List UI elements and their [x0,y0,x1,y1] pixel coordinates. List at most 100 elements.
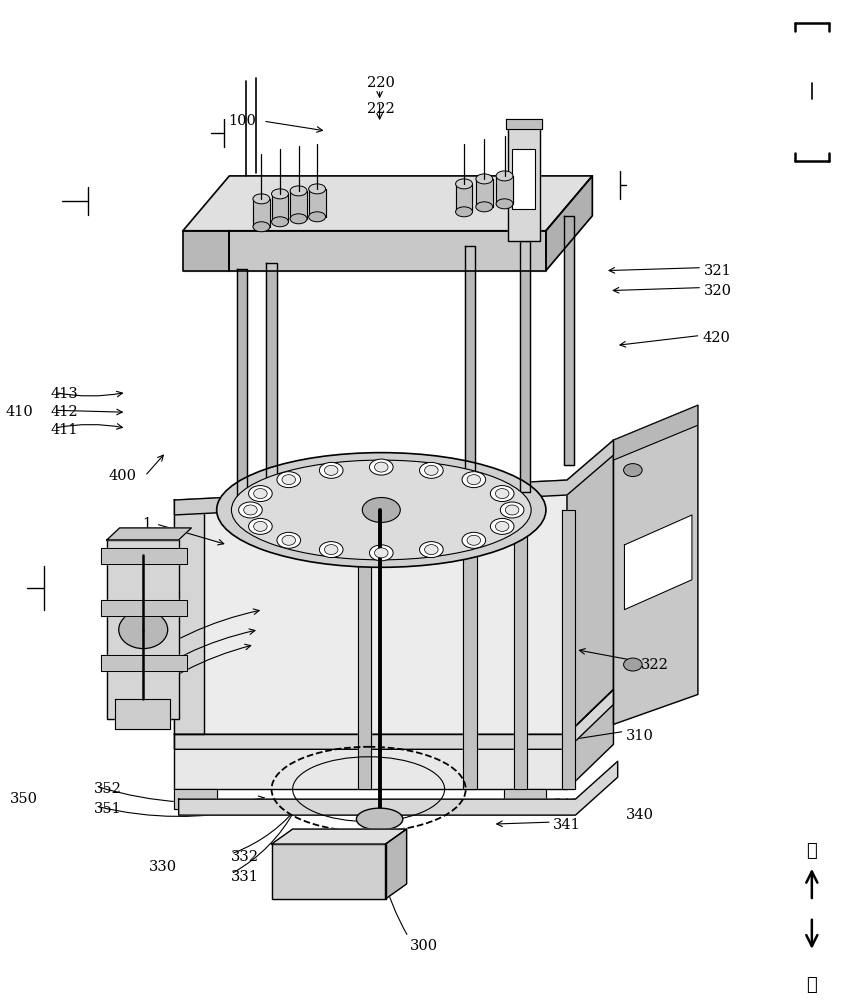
Ellipse shape [324,465,338,475]
Polygon shape [272,844,385,899]
Text: 310: 310 [626,729,654,743]
Ellipse shape [253,489,267,499]
Text: 322: 322 [641,658,669,672]
Ellipse shape [277,472,301,488]
Ellipse shape [319,542,343,558]
Ellipse shape [231,460,531,560]
Ellipse shape [357,808,403,830]
Polygon shape [174,440,613,515]
Ellipse shape [319,462,343,478]
Polygon shape [546,176,592,271]
Polygon shape [567,440,613,734]
Ellipse shape [308,212,325,222]
Ellipse shape [272,189,289,199]
Text: 410: 410 [6,405,33,419]
Ellipse shape [495,521,509,531]
Polygon shape [101,548,187,564]
Text: 340: 340 [626,808,654,822]
Text: 222: 222 [368,102,396,116]
Polygon shape [562,510,575,789]
Text: 220: 220 [368,76,396,90]
Ellipse shape [424,545,438,555]
Ellipse shape [253,222,270,232]
Ellipse shape [248,486,272,502]
Ellipse shape [239,502,263,518]
Polygon shape [237,269,247,510]
Polygon shape [563,216,573,465]
Ellipse shape [476,202,493,212]
Ellipse shape [282,475,296,485]
Ellipse shape [363,498,401,522]
Polygon shape [465,246,475,500]
Text: 331: 331 [231,870,259,884]
Polygon shape [174,789,217,809]
Polygon shape [520,241,530,492]
Polygon shape [357,510,371,789]
Text: 100: 100 [228,114,256,128]
Polygon shape [107,540,179,719]
Ellipse shape [244,505,257,515]
Text: 321: 321 [704,264,732,278]
Ellipse shape [623,464,642,477]
Text: 1: 1 [142,517,151,531]
Text: 下: 下 [806,842,817,860]
Ellipse shape [419,462,443,478]
Ellipse shape [476,174,493,184]
Ellipse shape [272,217,289,227]
Polygon shape [613,405,698,460]
Bar [512,149,535,209]
Ellipse shape [374,548,388,558]
Polygon shape [291,191,307,219]
Polygon shape [179,761,617,815]
Polygon shape [183,231,230,271]
Ellipse shape [456,179,473,189]
Ellipse shape [369,545,393,561]
Polygon shape [272,194,289,222]
Ellipse shape [496,171,513,181]
Text: 320: 320 [704,284,732,298]
Text: 411: 411 [50,423,78,437]
Polygon shape [107,528,191,540]
Text: 350: 350 [10,792,38,806]
Polygon shape [101,655,187,671]
Text: 413: 413 [50,387,78,401]
Polygon shape [567,689,613,789]
Ellipse shape [490,486,514,502]
Ellipse shape [506,505,519,515]
Text: 上: 上 [806,976,817,994]
Polygon shape [504,789,546,809]
Text: 200: 200 [119,671,147,685]
Polygon shape [272,829,407,844]
Text: 351: 351 [94,802,122,816]
Ellipse shape [374,462,388,472]
Ellipse shape [253,521,267,531]
Ellipse shape [462,472,485,488]
Ellipse shape [253,194,270,204]
Ellipse shape [291,186,307,196]
Polygon shape [174,689,613,749]
Polygon shape [514,510,528,789]
Polygon shape [267,263,277,506]
Polygon shape [115,699,170,729]
Polygon shape [385,829,407,899]
Ellipse shape [277,532,301,548]
Ellipse shape [495,489,509,499]
Polygon shape [624,515,692,610]
Text: 330: 330 [149,860,177,874]
Ellipse shape [282,535,296,545]
Ellipse shape [490,518,514,534]
Polygon shape [508,121,540,241]
Text: 420: 420 [702,331,730,345]
Text: 300: 300 [409,939,438,953]
Ellipse shape [456,207,473,217]
Polygon shape [476,179,493,207]
Polygon shape [507,119,542,129]
Ellipse shape [308,184,325,194]
Polygon shape [496,176,513,204]
Text: 342: 342 [552,798,580,812]
Polygon shape [174,500,204,734]
Text: 210: 210 [119,689,147,703]
Ellipse shape [291,214,307,224]
Text: 341: 341 [552,818,580,832]
Ellipse shape [119,611,168,649]
